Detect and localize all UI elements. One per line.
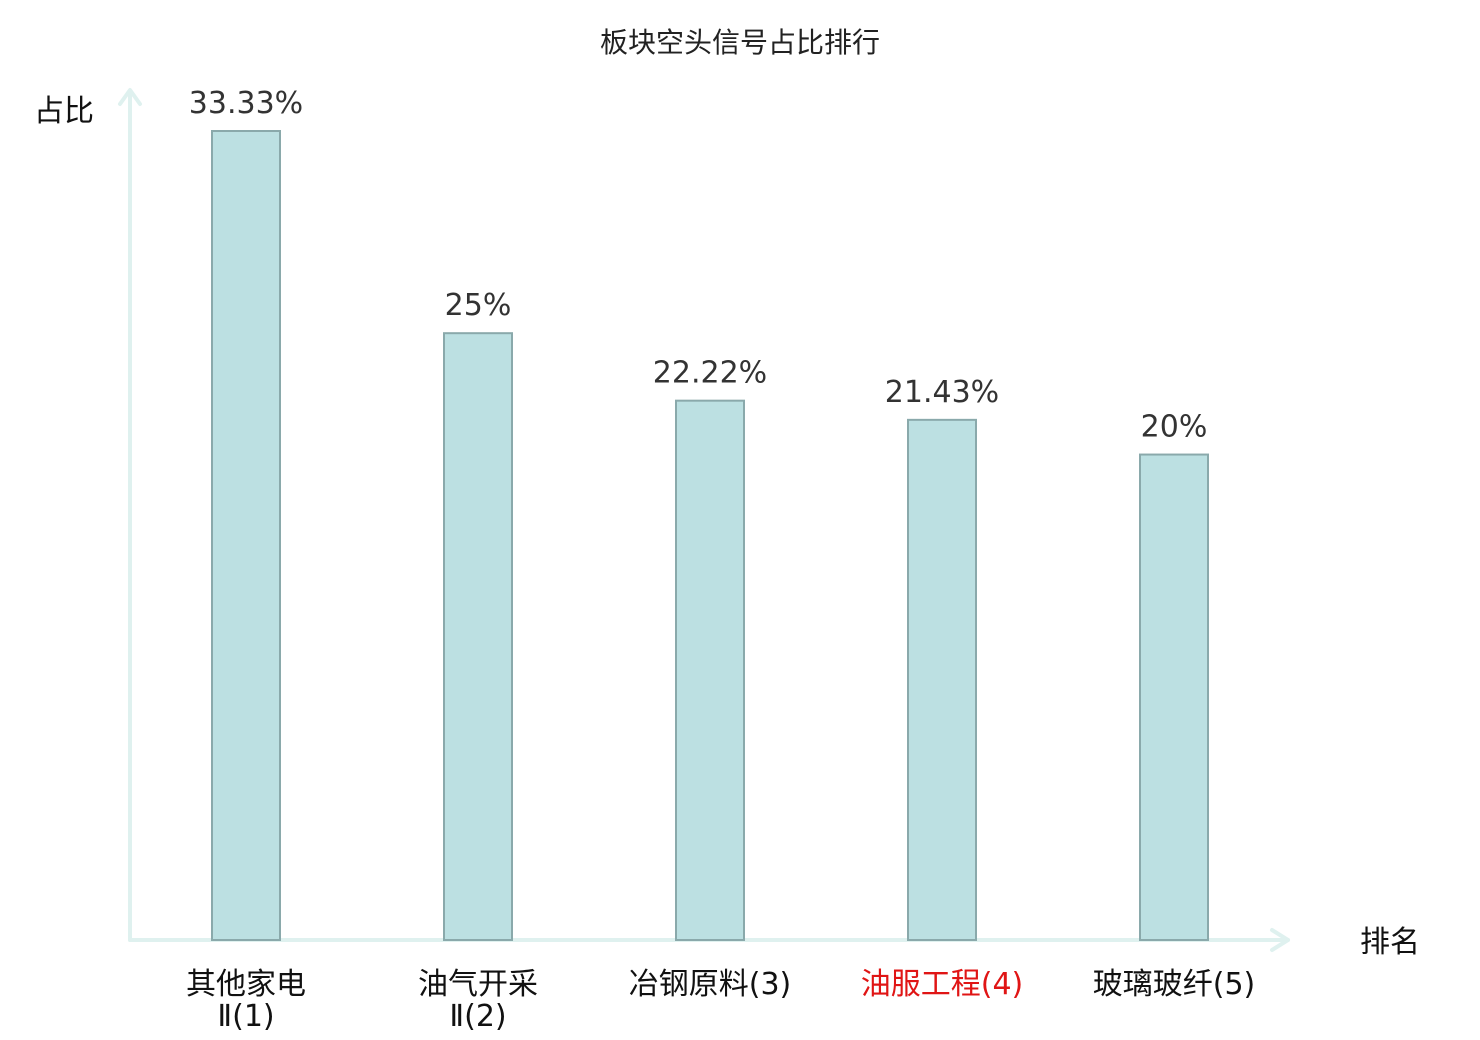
value-labels-group: 33.33% 25% 22.22% 21.43% 20% bbox=[189, 86, 1208, 445]
category-label-2: 油气开采 bbox=[418, 967, 538, 1002]
category-label-1: 其他家电 bbox=[186, 967, 306, 1002]
bar-5 bbox=[1139, 453, 1209, 941]
category-label-5: 玻璃玻纤(5) bbox=[1093, 967, 1256, 1002]
y-axis-label: 占比 bbox=[34, 94, 94, 129]
value-label-1: 33.33% bbox=[189, 86, 303, 121]
y-axis-arrow bbox=[118, 88, 142, 106]
value-label-4: 21.43% bbox=[885, 375, 999, 410]
bar-4 bbox=[907, 418, 977, 942]
category-sublabel-2: Ⅱ(2) bbox=[449, 999, 506, 1034]
value-label-5: 20% bbox=[1141, 410, 1208, 445]
bar-1 bbox=[211, 130, 281, 941]
category-label-3: 冶钢原料(3) bbox=[629, 967, 792, 1002]
category-label-4: 油服工程(4) bbox=[861, 967, 1024, 1002]
value-label-2: 25% bbox=[445, 288, 512, 323]
chart-title: 板块空头信号占比排行 bbox=[600, 26, 880, 59]
bar-2 bbox=[443, 332, 513, 941]
value-label-3: 22.22% bbox=[653, 356, 767, 391]
bar-3 bbox=[675, 399, 745, 941]
x-axis-arrow bbox=[1270, 928, 1290, 952]
x-axis-label: 排名 bbox=[1360, 925, 1420, 960]
bars-group bbox=[211, 130, 1209, 942]
category-sublabel-1: Ⅱ(1) bbox=[217, 999, 274, 1034]
